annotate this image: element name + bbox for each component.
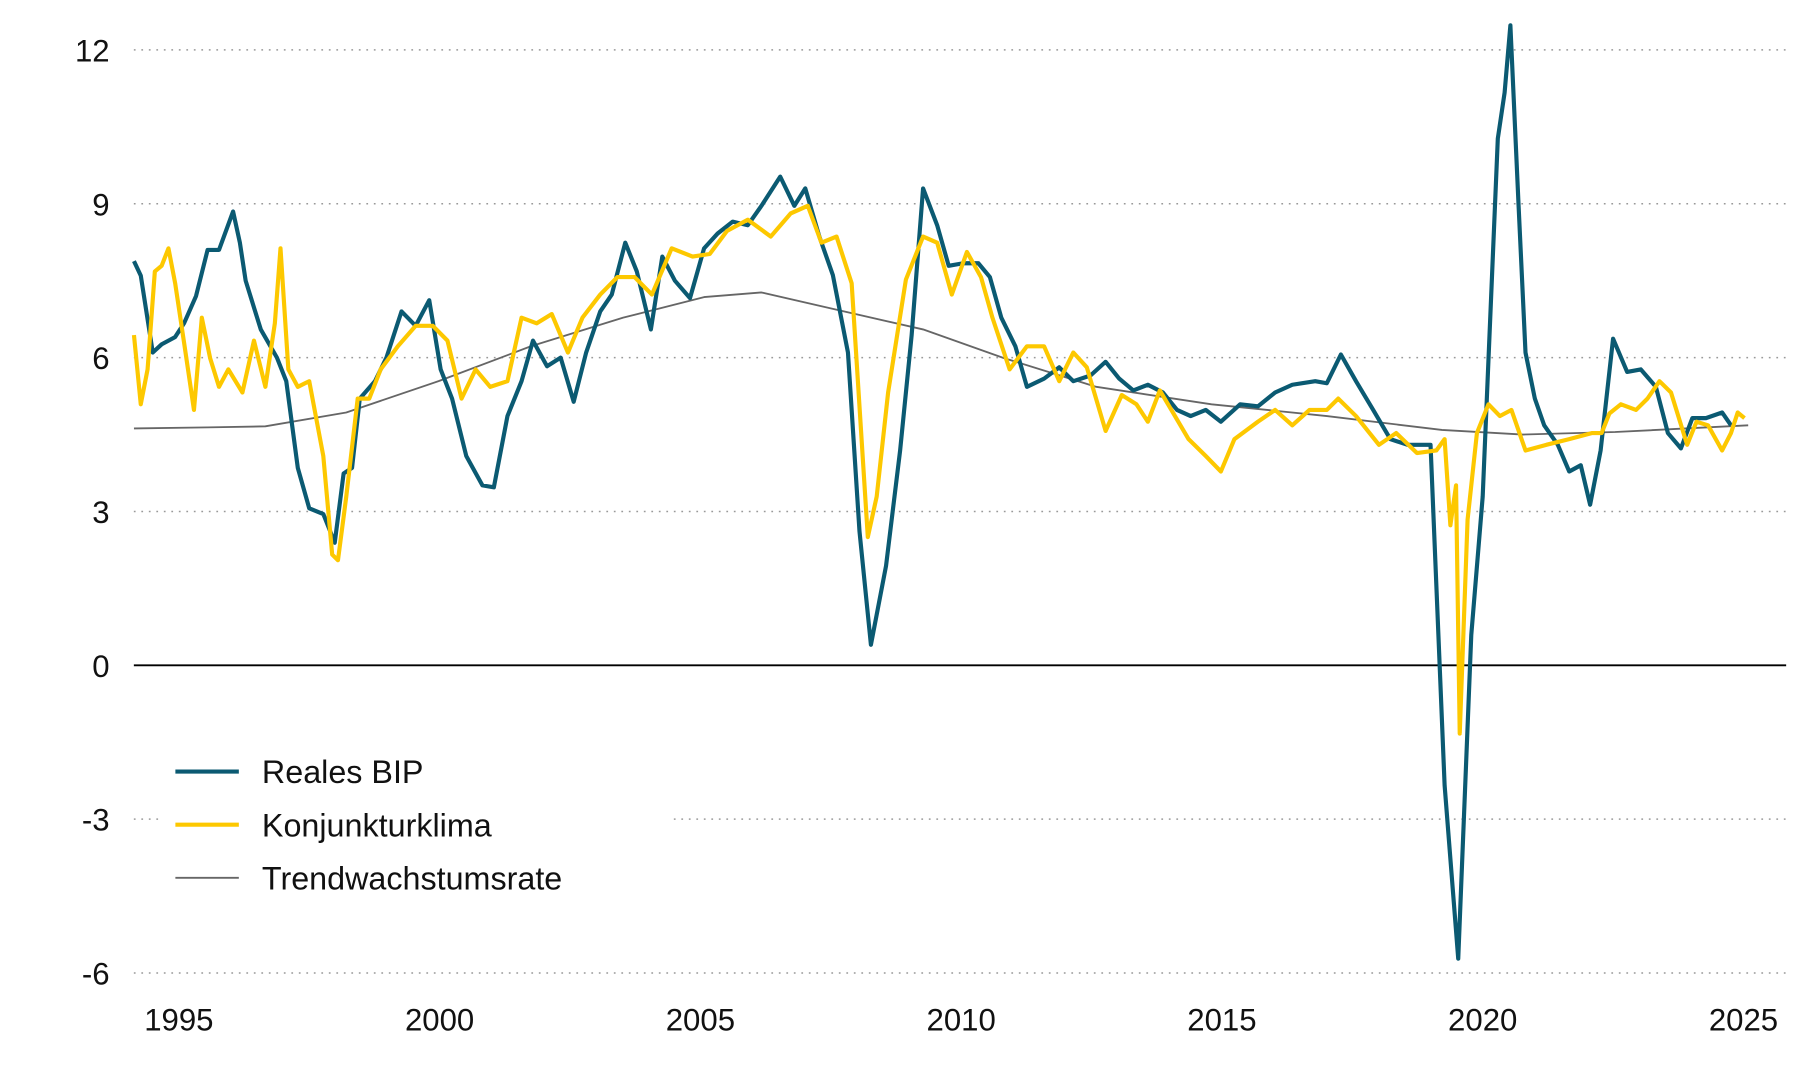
series-line-reales-bip [132, 23, 1733, 961]
y-tick-label: 0 [92, 649, 109, 684]
x-tick-label: 1995 [144, 1002, 213, 1037]
y-tick-label: 6 [92, 341, 109, 376]
legend-label: Konjunkturklima [262, 807, 492, 843]
y-tick-label: -3 [82, 803, 110, 838]
y-axis-ticks: 12 9 6 3 0 -3 -6 [75, 33, 110, 991]
legend-background [161, 739, 670, 913]
series-line-konjunkturklima [131, 203, 1746, 736]
x-tick-label: 2025 [1709, 1002, 1778, 1037]
legend: Reales BIP Konjunkturklima Trendwachstumsr… [175, 754, 562, 896]
gridlines [133, 49, 1787, 974]
legend-label: Trendwachstumsrate [262, 860, 562, 896]
legend-label: Reales BIP [262, 754, 424, 790]
y-tick-label: 3 [92, 495, 109, 530]
x-tick-label: 2010 [927, 1002, 996, 1037]
x-tick-label: 2000 [405, 1002, 474, 1037]
x-tick-label: 2015 [1187, 1002, 1256, 1037]
y-tick-label: 9 [92, 187, 109, 222]
y-tick-label: 12 [75, 33, 110, 68]
y-tick-label: -6 [82, 957, 110, 992]
series-lines [131, 23, 1749, 961]
x-tick-label: 2005 [666, 1002, 735, 1037]
x-tick-label: 2020 [1448, 1002, 1517, 1037]
x-axis-ticks: 1995 2000 2005 2010 2015 2020 2025 [144, 1002, 1778, 1037]
series-line-trendwachstumsrate [133, 291, 1749, 436]
